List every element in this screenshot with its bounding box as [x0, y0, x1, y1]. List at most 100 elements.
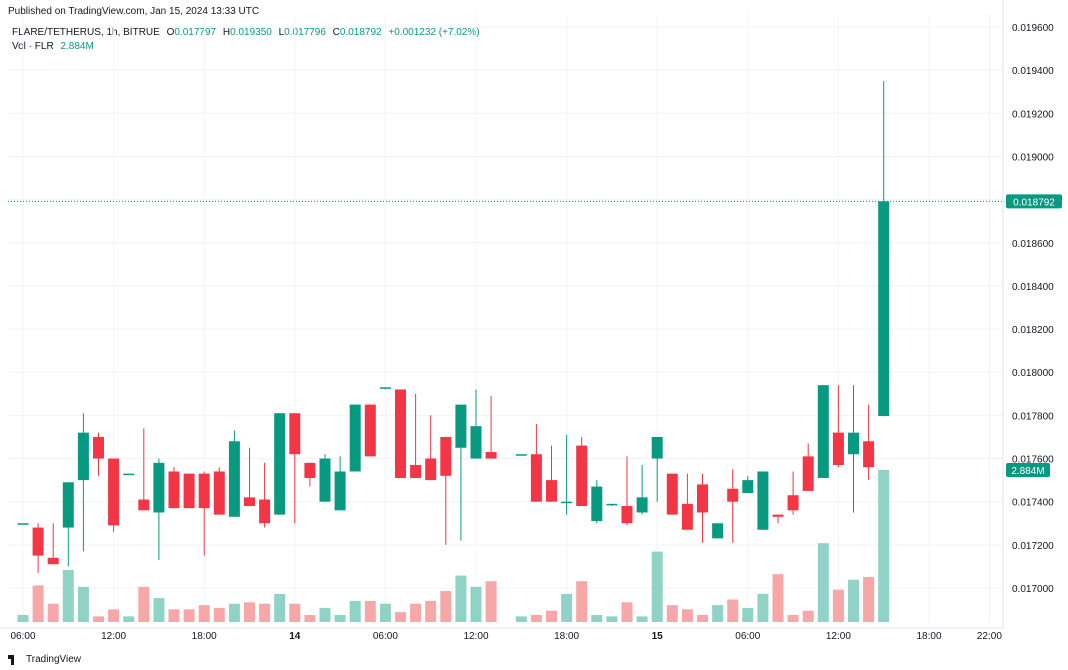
x-tick-label: 18:00 — [554, 631, 579, 642]
volume-bar — [878, 470, 890, 622]
y-tick-label: 0.017000 — [1012, 584, 1054, 595]
volume-bar — [123, 616, 135, 622]
close-label: C — [332, 27, 340, 38]
volume-bar — [712, 605, 724, 622]
published-note: Published on TradingView.com, Jan 15, 20… — [8, 6, 259, 17]
candle-body — [62, 482, 74, 528]
last-volume-tag — [1006, 463, 1050, 477]
volume-bar — [259, 603, 271, 622]
open-label: O — [166, 27, 175, 38]
x-tick-label: 12:00 — [826, 631, 851, 642]
candle-body — [32, 527, 44, 556]
candle-body — [47, 557, 59, 565]
volume-bar — [757, 593, 769, 622]
published-text: Published on TradingView.com, Jan 15, 20… — [8, 6, 260, 17]
volume-bar — [425, 600, 437, 622]
volume-bar — [349, 600, 361, 622]
candle-body — [530, 454, 542, 502]
tradingview-logo-icon — [8, 654, 22, 665]
x-tick-label: 06:00 — [10, 631, 35, 642]
candle-body — [108, 458, 120, 526]
volume-legend: Vol · FLR 2.884M — [12, 41, 94, 52]
candle-body — [364, 404, 376, 457]
volume-bar — [470, 586, 482, 622]
volume-bar — [666, 605, 678, 622]
volume-bar — [530, 614, 542, 622]
volume-bar — [168, 609, 180, 622]
y-tick-label: 0.018600 — [1012, 239, 1054, 250]
candle-body — [863, 441, 875, 468]
x-tick-label: 18:00 — [192, 631, 217, 642]
candle-body — [183, 473, 195, 509]
volume-bar — [772, 574, 784, 622]
candle-body — [379, 387, 391, 389]
candle-body — [772, 514, 784, 517]
low-label: L — [278, 27, 285, 38]
candle-body — [274, 413, 286, 515]
volume-bar — [274, 593, 286, 622]
candle-body — [787, 495, 799, 511]
volume-bar — [198, 605, 210, 622]
volume-bar — [848, 579, 859, 622]
volume-bar — [817, 543, 829, 622]
x-tick-label: 18:00 — [916, 631, 941, 642]
x-tick-label: 12:00 — [463, 631, 488, 642]
volume-bar — [440, 591, 452, 622]
candle-body — [77, 432, 89, 481]
volume-label[interactable]: Vol · FLR — [12, 41, 54, 52]
volume-bar — [213, 607, 225, 622]
x-tick-label: 06:00 — [735, 631, 760, 642]
volume-bar — [802, 610, 814, 622]
candle-body — [878, 201, 890, 417]
candle-body — [832, 432, 844, 466]
candle-body — [259, 499, 271, 524]
candle-body — [93, 436, 104, 459]
x-tick-label: 14 — [289, 631, 301, 642]
volume-bar — [93, 616, 104, 622]
candle-body — [349, 404, 361, 472]
y-tick-label: 0.018200 — [1012, 325, 1054, 336]
candle-body — [546, 480, 557, 502]
y-tick-label: 0.019200 — [1012, 109, 1054, 120]
candle-body — [213, 471, 225, 515]
tradingview-brand[interactable]: TradingView — [26, 654, 82, 665]
y-tick-label: 0.018400 — [1012, 282, 1054, 293]
candle-body — [455, 404, 467, 448]
volume-bar — [364, 600, 376, 622]
candle-body — [606, 503, 618, 506]
volume-bar — [455, 575, 467, 622]
volume-bar — [319, 607, 331, 622]
volume-bar — [410, 603, 422, 622]
candle-body — [470, 426, 482, 459]
symbol-name[interactable]: FLARE/TETHERUS, 1h, BITRUE — [12, 27, 160, 38]
volume-bar — [561, 593, 573, 622]
volume-bar — [304, 614, 316, 622]
candle-body — [289, 413, 301, 455]
x-tick-label: 12:00 — [101, 631, 126, 642]
volume-bar — [379, 603, 391, 622]
candle-body — [425, 458, 437, 481]
low-value: 0.017796 — [284, 27, 326, 38]
volume-bar — [77, 586, 89, 622]
candle-body — [636, 497, 648, 513]
symbol-legend: FLARE/TETHERUS, 1h, BITRUE O0.017797 H0.… — [12, 27, 480, 38]
candle-body — [848, 432, 859, 455]
tradingview-footer: TradingView — [8, 654, 81, 665]
candle-body — [727, 488, 739, 502]
volume-bar — [636, 616, 648, 622]
last-volume-label: 2.884M — [1011, 466, 1044, 477]
volume-bar — [485, 581, 497, 622]
volume-bar — [742, 607, 754, 622]
candle-body — [244, 497, 255, 507]
volume-value: 2.884M — [60, 41, 94, 52]
volume-bar — [576, 581, 588, 622]
y-tick-label: 0.018000 — [1012, 368, 1054, 379]
y-tick-label: 0.019000 — [1012, 152, 1054, 163]
volume-bar — [334, 614, 346, 622]
candle-body — [591, 486, 603, 522]
volume-bar — [787, 614, 799, 622]
candle-body — [17, 523, 29, 525]
candle-body — [304, 462, 316, 478]
x-tick-label: 15 — [652, 631, 664, 642]
